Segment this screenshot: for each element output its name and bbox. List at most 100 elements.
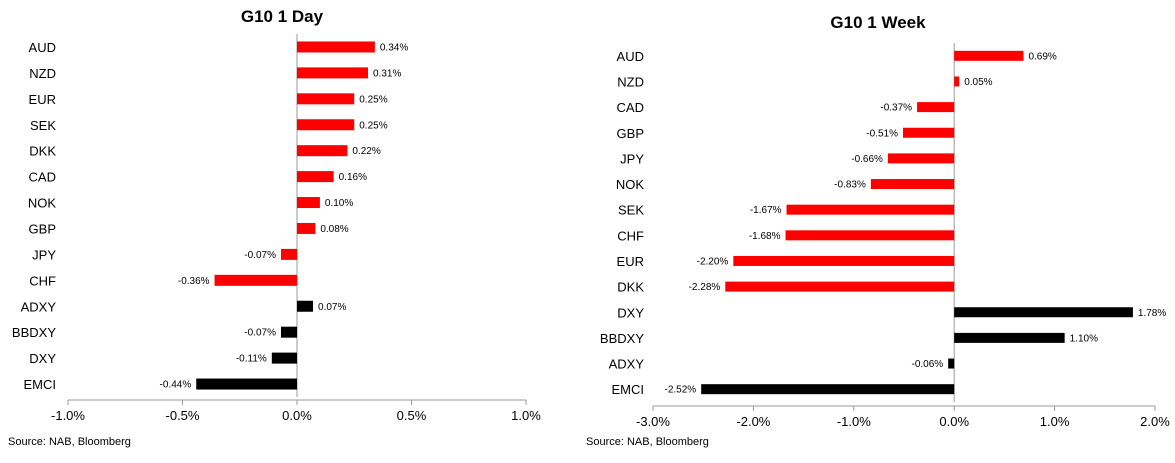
bar-jpy bbox=[887, 153, 955, 164]
category-label: ADXY bbox=[21, 299, 57, 314]
bar-chf bbox=[214, 274, 297, 286]
data-label: -2.52% bbox=[665, 385, 697, 396]
category-label: CAD bbox=[29, 170, 56, 185]
data-label: 0.34% bbox=[380, 42, 408, 53]
category-label: EMCI bbox=[612, 382, 645, 397]
bar-gbp bbox=[297, 222, 316, 234]
category-label: JPY bbox=[32, 247, 56, 262]
data-label: 0.25% bbox=[359, 120, 387, 131]
chart-title: G10 1 Day bbox=[241, 7, 324, 26]
category-label: NOK bbox=[616, 177, 645, 192]
chart-g10-1-day: G10 1 Day AUD 0.34% NZD 0.31% EUR 0.25% SEK 0.2… bbox=[0, 0, 560, 463]
category-label: DXY bbox=[617, 305, 644, 320]
data-label: -0.07% bbox=[244, 250, 276, 261]
bar-aud bbox=[297, 41, 375, 53]
category-label: DKK bbox=[617, 280, 644, 295]
data-label: -2.20% bbox=[697, 256, 729, 267]
data-label: -0.66% bbox=[851, 154, 883, 165]
category-label: SEK bbox=[30, 118, 56, 133]
x-tick-label: 0.5% bbox=[397, 408, 427, 423]
category-label: ADXY bbox=[609, 357, 645, 372]
x-tick-label: 2.0% bbox=[1140, 414, 1170, 429]
bar-chf bbox=[785, 230, 955, 241]
bar-dxy bbox=[271, 352, 297, 364]
data-label: 0.07% bbox=[318, 302, 346, 313]
x-tick-label: -1.0% bbox=[51, 408, 85, 423]
bar-eur bbox=[733, 255, 955, 266]
category-label: GBP bbox=[29, 221, 56, 236]
data-label: 0.31% bbox=[373, 68, 401, 79]
x-tick-label: 1.0% bbox=[1040, 414, 1070, 429]
bar-nzd bbox=[954, 76, 960, 87]
data-label: -2.28% bbox=[689, 282, 721, 293]
category-label: EUR bbox=[617, 254, 644, 269]
data-label: -1.67% bbox=[750, 205, 782, 216]
category-label: AUD bbox=[29, 40, 56, 55]
data-label: 0.69% bbox=[1028, 51, 1056, 62]
data-label: -0.36% bbox=[178, 276, 210, 287]
bar-nzd bbox=[297, 67, 368, 79]
bar-gbp bbox=[902, 127, 955, 138]
category-label: CHF bbox=[617, 228, 644, 243]
data-label: 0.16% bbox=[339, 172, 367, 183]
bar-emci bbox=[196, 378, 297, 390]
data-label: -0.37% bbox=[880, 103, 912, 114]
data-label: 0.08% bbox=[320, 224, 348, 235]
category-label: AUD bbox=[617, 49, 644, 64]
x-tick-label: 0.0% bbox=[282, 408, 312, 423]
bar-nok bbox=[870, 179, 955, 190]
category-label: EMCI bbox=[24, 377, 57, 392]
x-tick-label: 1.0% bbox=[511, 408, 541, 423]
bar-emci bbox=[701, 384, 955, 395]
bar-cad bbox=[917, 102, 955, 113]
chart-title: G10 1 Week bbox=[830, 13, 926, 32]
x-tick-label: -2.0% bbox=[736, 414, 770, 429]
bar-dxy bbox=[954, 307, 1133, 318]
category-label: BBDXY bbox=[600, 331, 644, 346]
x-tick-label: -1.0% bbox=[837, 414, 871, 429]
bar-adxy bbox=[948, 358, 955, 369]
source-note: Source: NAB, Bloomberg bbox=[586, 436, 709, 448]
category-label: NOK bbox=[28, 196, 57, 211]
bar-dkk bbox=[725, 281, 955, 292]
category-label: CAD bbox=[617, 100, 644, 115]
data-label: -0.06% bbox=[911, 359, 943, 370]
category-label: EUR bbox=[29, 92, 56, 107]
category-label: DKK bbox=[29, 144, 56, 159]
data-label: 1.78% bbox=[1138, 308, 1166, 319]
bar-nok bbox=[297, 197, 320, 209]
data-label: -0.83% bbox=[834, 180, 866, 191]
category-label: NZD bbox=[29, 66, 56, 81]
x-tick-label: 0.0% bbox=[939, 414, 969, 429]
category-label: SEK bbox=[618, 203, 644, 218]
chart-g10-1-week: G10 1 Week AUD 0.69% NZD 0.05% CAD -0.37% GBP -… bbox=[580, 0, 1175, 463]
data-label: 0.05% bbox=[964, 77, 992, 88]
bar-sek bbox=[786, 204, 955, 215]
data-label: 0.10% bbox=[325, 198, 353, 209]
data-label: -1.68% bbox=[749, 231, 781, 242]
data-label: -0.07% bbox=[244, 328, 276, 339]
x-tick-label: -3.0% bbox=[636, 414, 670, 429]
data-label: 1.10% bbox=[1070, 333, 1098, 344]
category-label: JPY bbox=[620, 151, 644, 166]
bar-cad bbox=[297, 171, 334, 183]
bar-jpy bbox=[280, 248, 297, 260]
bar-bbdxy bbox=[280, 326, 297, 338]
category-label: BBDXY bbox=[12, 325, 56, 340]
data-label: 0.22% bbox=[352, 146, 380, 157]
bar-aud bbox=[954, 50, 1024, 61]
category-label: GBP bbox=[617, 126, 644, 141]
category-label: NZD bbox=[617, 74, 644, 89]
x-tick-label: -0.5% bbox=[166, 408, 200, 423]
data-label: 0.25% bbox=[359, 94, 387, 105]
data-label: -0.44% bbox=[160, 380, 192, 391]
category-label: CHF bbox=[29, 273, 56, 288]
bar-sek bbox=[297, 119, 355, 131]
bar-bbdxy bbox=[954, 332, 1065, 343]
source-note: Source: NAB, Bloomberg bbox=[8, 436, 131, 448]
bar-eur bbox=[297, 93, 355, 105]
chart-g10-1-week-svg: G10 1 Week AUD 0.69% NZD 0.05% CAD -0.37% GBP -… bbox=[600, 13, 1170, 429]
chart-g10-1-day-svg: G10 1 Day AUD 0.34% NZD 0.31% EUR 0.25% SEK 0.2… bbox=[12, 7, 541, 423]
bar-adxy bbox=[297, 300, 314, 312]
category-label: DXY bbox=[29, 351, 56, 366]
